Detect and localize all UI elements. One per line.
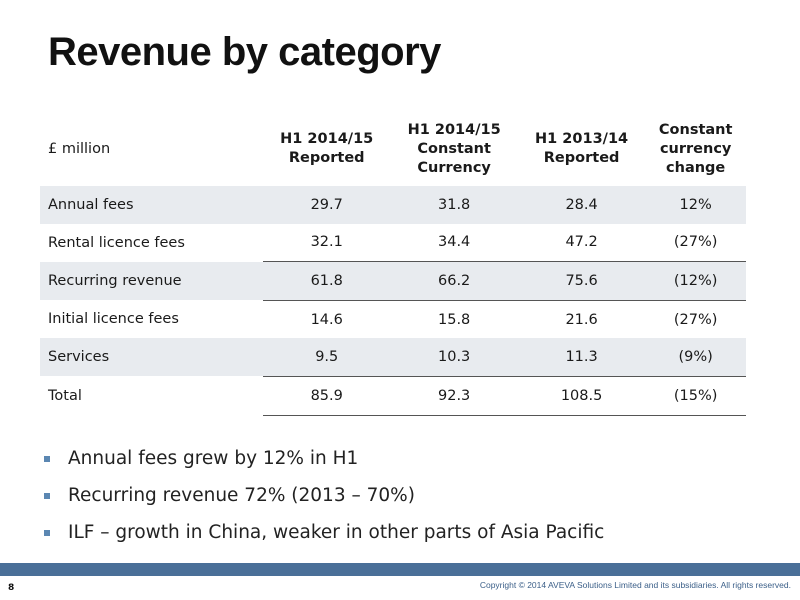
cell-value: 10.3 [390,338,518,377]
cell-change: (15%) [645,375,746,416]
cell-value: 108.5 [517,375,646,416]
cell-value: 34.4 [438,234,471,251]
cell-value: 9.5 [263,338,391,377]
cell-value: 11.3 [517,338,646,377]
cell-change: (27%) [645,299,746,339]
cell-value: 66.2 [390,261,518,301]
slide-title: Revenue by category [48,30,441,74]
row-label: Recurring revenue [40,261,263,301]
header-unit: £ million [40,112,263,186]
table-row: Services 9.5 10.3 11.3 (9%) [40,338,746,377]
bullet-text: Recurring revenue 72% (2013 – 70%) [68,484,415,506]
cell-value: 32.1 [310,234,343,251]
header-h1-2014-constant-text: H1 2014/15 Constant Currency [407,121,501,176]
row-label: Initial licence fees [48,311,179,328]
row-label: Annual fees [40,186,263,224]
table-row-subtotal: Recurring revenue 61.8 66.2 75.6 (12%) [40,261,746,301]
row-label: Total [48,387,82,404]
bullet-item: Recurring revenue 72% (2013 – 70%) [40,477,760,514]
revenue-table: £ million H1 2014/15 Reported H1 2014/15 C… [40,112,746,416]
cell-change: (9%) [645,338,746,377]
cell-value: 47.2 [565,234,598,251]
cell-value: 61.8 [263,261,391,301]
square-bullet-icon [44,455,50,462]
bullet-text: Annual fees grew by 12% in H1 [68,447,359,469]
header-unit-text: £ million [48,140,111,157]
table-row-total: Total 85.9 92.3 108.5 (15%) [40,375,746,416]
table-row: Annual fees 29.7 31.8 28.4 12% [40,186,746,224]
cell-change: 12% [645,186,746,224]
row-label: Rental licence fees [48,234,185,251]
bullet-text: ILF – growth in China, weaker in other p… [68,521,605,543]
cell-value: 85.9 [263,375,391,416]
bullet-list: Annual fees grew by 12% in H1 Recurring … [40,440,760,551]
header-h1-2013-reported-text: H1 2013/14 Reported [535,131,629,166]
cell-value: 15.8 [390,299,518,339]
cell-change: (27%) [673,234,718,251]
cell-value: 92.3 [390,375,518,416]
table-row: Initial licence fees 14.6 15.8 21.6 (27%… [40,299,746,339]
header-constant-change-text: Constant currency change [658,121,733,176]
cell-value: 28.4 [517,186,646,224]
cell-value: 21.6 [517,299,646,339]
copyright-notice: Copyright © 2014 AVEVA Solutions Limited… [479,580,791,590]
header-h1-2013-reported: H1 2013/14 Reported [518,112,645,186]
cell-value: 75.6 [517,261,646,301]
square-bullet-icon [44,529,50,536]
cell-value: 31.8 [390,186,518,224]
header-constant-change: Constant currency change [645,112,746,186]
table-header-row: £ million H1 2014/15 Reported H1 2014/15 C… [40,112,746,186]
footer-bar [0,563,800,576]
square-bullet-icon [44,492,50,499]
cell-value: 14.6 [263,299,391,339]
page-number: 8 [8,583,15,593]
cell-value: 29.7 [263,186,391,224]
cell-change: (12%) [645,261,746,301]
bullet-item: ILF – growth in China, weaker in other p… [40,514,760,551]
bullet-item: Annual fees grew by 12% in H1 [40,440,760,477]
row-label: Services [40,338,263,377]
header-h1-2014-reported-text: H1 2014/15 Reported [280,131,374,166]
header-h1-2014-constant: H1 2014/15 Constant Currency [390,112,517,186]
header-h1-2014-reported: H1 2014/15 Reported [263,112,390,186]
table-row: Rental licence fees 32.1 34.4 47.2 (27%) [40,224,746,262]
